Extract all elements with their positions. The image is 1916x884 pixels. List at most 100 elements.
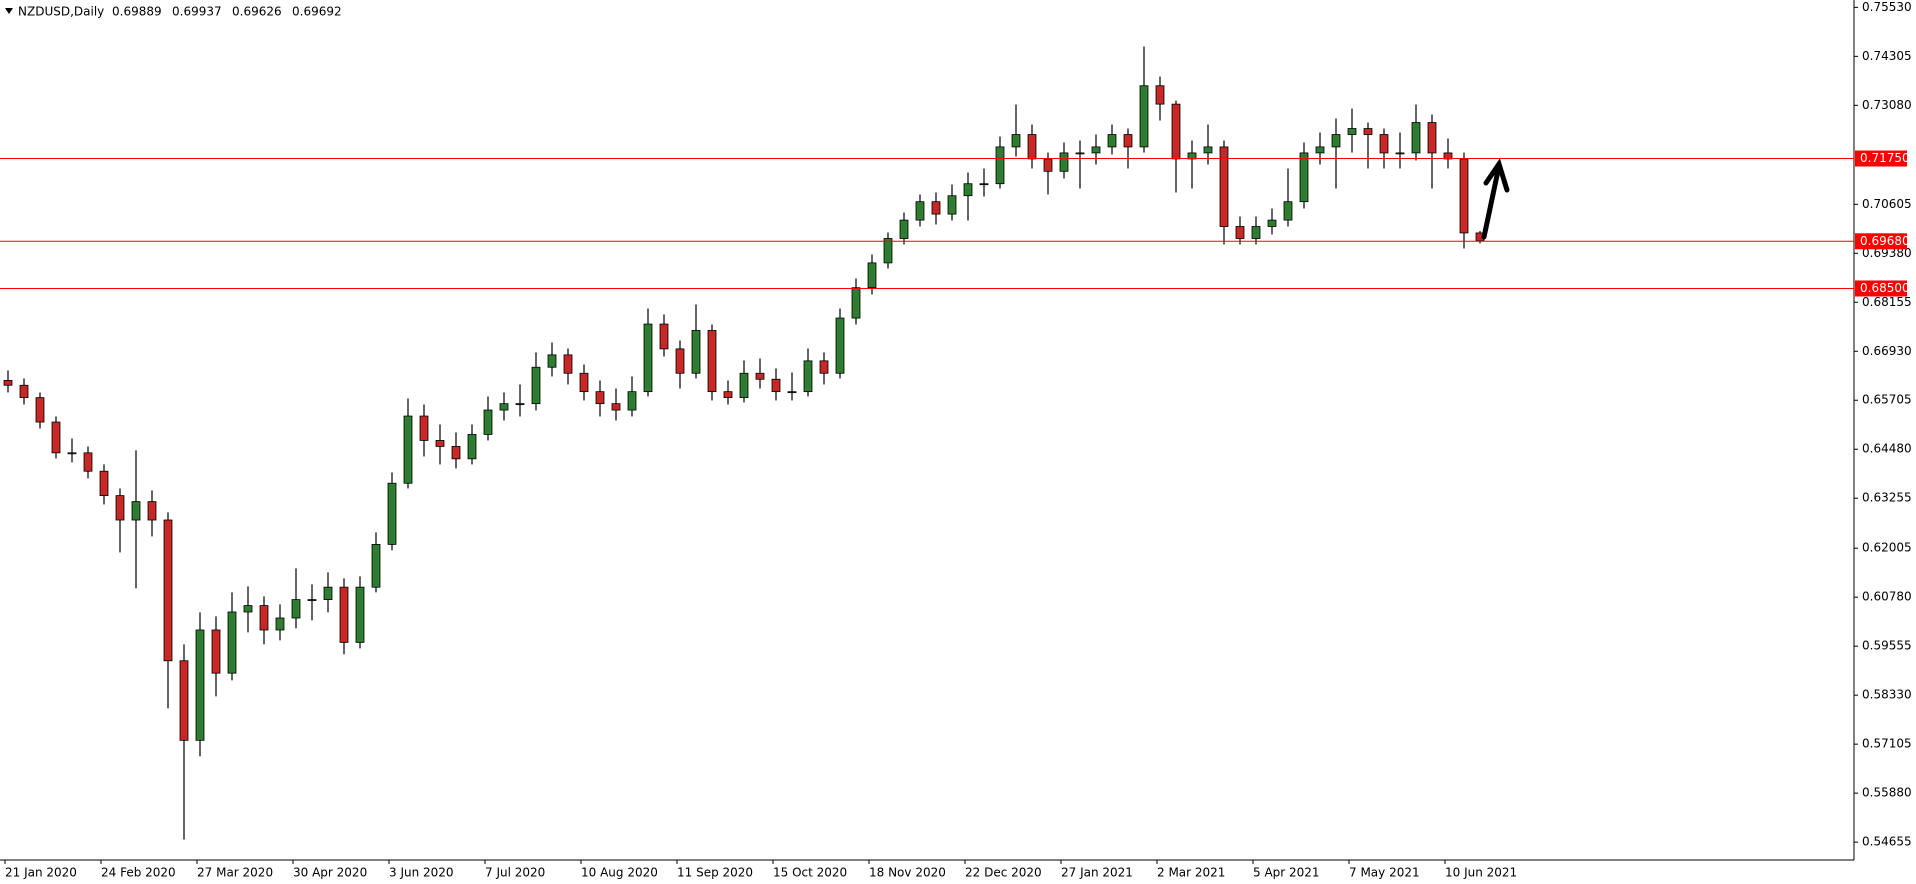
candle-body [1347, 128, 1357, 135]
candle-body [691, 330, 701, 374]
candle-body [1251, 226, 1261, 239]
candle-body [707, 330, 717, 393]
y-tick-label: 0.66930 [1862, 344, 1912, 358]
x-tick-label: 11 Sep 2020 [677, 866, 753, 880]
candle-body [355, 586, 365, 643]
candle-body [723, 391, 733, 399]
x-tick-label: 27 Mar 2020 [197, 866, 273, 880]
candle-body [1267, 219, 1277, 227]
candle-body [99, 470, 109, 497]
candle-body [1379, 134, 1389, 154]
candle-body [195, 629, 205, 741]
y-tick-label: 0.62005 [1862, 541, 1912, 555]
candle-body [1107, 134, 1117, 148]
header-open: 0.69889 [112, 5, 162, 19]
candle-body [291, 599, 301, 619]
candle-body [467, 434, 477, 460]
candle-body [163, 519, 173, 662]
candle-body [19, 384, 29, 399]
candle-body [515, 403, 525, 406]
header-close: 0.69692 [292, 5, 342, 19]
candle-body [563, 354, 573, 374]
candle-body [275, 617, 285, 631]
candle-body [531, 366, 541, 405]
candle-body [67, 452, 77, 455]
candle-body [611, 403, 621, 411]
y-tick-label: 0.70605 [1862, 197, 1912, 211]
candle-body [323, 586, 333, 600]
y-tick-label: 0.74305 [1862, 49, 1912, 63]
candle-body [483, 409, 493, 435]
candle-body [1091, 146, 1101, 154]
candle-body [755, 372, 765, 380]
y-tick-label: 0.57105 [1862, 737, 1912, 751]
y-tick-label: 0.73080 [1862, 98, 1912, 112]
candle-body [739, 372, 749, 399]
level-label-bg [1855, 150, 1907, 167]
x-tick-label: 10 Aug 2020 [581, 866, 658, 880]
candle-body [1315, 146, 1325, 154]
candle-body [1139, 85, 1149, 148]
candle-body [419, 415, 429, 441]
candle-body [1219, 146, 1229, 227]
candle-body [1203, 146, 1213, 154]
arrow-head [1483, 158, 1510, 193]
candle-body [1123, 134, 1133, 148]
y-tick-label: 0.55880 [1862, 786, 1912, 800]
candle-body [451, 446, 461, 460]
candle-body [147, 501, 157, 521]
candle-body [1427, 122, 1437, 154]
menu-triangle[interactable] [5, 8, 13, 14]
candle-body [819, 360, 829, 374]
x-tick-label: 5 Apr 2021 [1253, 866, 1320, 880]
candle-body [899, 219, 909, 239]
ohlc-header: 0.69889 0.69937 0.69626 0.69692 [112, 5, 342, 19]
plot [3, 46, 1485, 840]
candle-body [803, 360, 813, 393]
candle-body [35, 397, 45, 423]
candle-body [499, 403, 509, 411]
x-tick-label: 21 Jan 2020 [5, 866, 77, 880]
candle-body [931, 201, 941, 215]
candle-body [179, 660, 189, 741]
candle-body [403, 415, 413, 484]
y-tick-label: 0.75530 [1862, 0, 1912, 14]
candle-body [659, 323, 669, 350]
x-tick-label: 2 Mar 2021 [1157, 866, 1225, 880]
annotation-arrow [1481, 158, 1510, 240]
candle-body [883, 238, 893, 264]
candle-body [115, 495, 125, 521]
candle-body [643, 323, 653, 393]
candle-body [3, 380, 13, 386]
candle-body [771, 378, 781, 393]
candle-body [243, 605, 253, 613]
x-tick-label: 30 Apr 2020 [293, 866, 367, 880]
candle-body [1155, 85, 1165, 105]
level-label-bg [1855, 233, 1907, 250]
x-tick-label: 3 Jun 2020 [389, 866, 454, 880]
candle-body [1395, 152, 1405, 155]
header-high: 0.69937 [172, 5, 222, 19]
candle-body [835, 317, 845, 374]
candle-body [947, 195, 957, 215]
candle-body [1235, 226, 1245, 239]
candle-body [307, 599, 317, 601]
x-tick-label: 7 Jul 2020 [485, 866, 545, 880]
candle-body [1363, 128, 1373, 135]
y-tick-label: 0.64480 [1862, 442, 1912, 456]
candle-body [627, 391, 637, 411]
y-tick-label: 0.63255 [1862, 491, 1912, 505]
candle-body [1331, 134, 1341, 148]
y-tick-label: 0.54655 [1862, 835, 1912, 849]
candle-body [259, 605, 269, 631]
candle-body [1283, 201, 1293, 221]
candle-body [435, 440, 445, 447]
candle-body [787, 391, 797, 394]
candle-body [963, 183, 973, 197]
candle-body [547, 354, 557, 368]
candle-body [867, 262, 877, 289]
candle-body [1059, 152, 1069, 172]
y-tick-label: 0.59555 [1862, 639, 1912, 653]
